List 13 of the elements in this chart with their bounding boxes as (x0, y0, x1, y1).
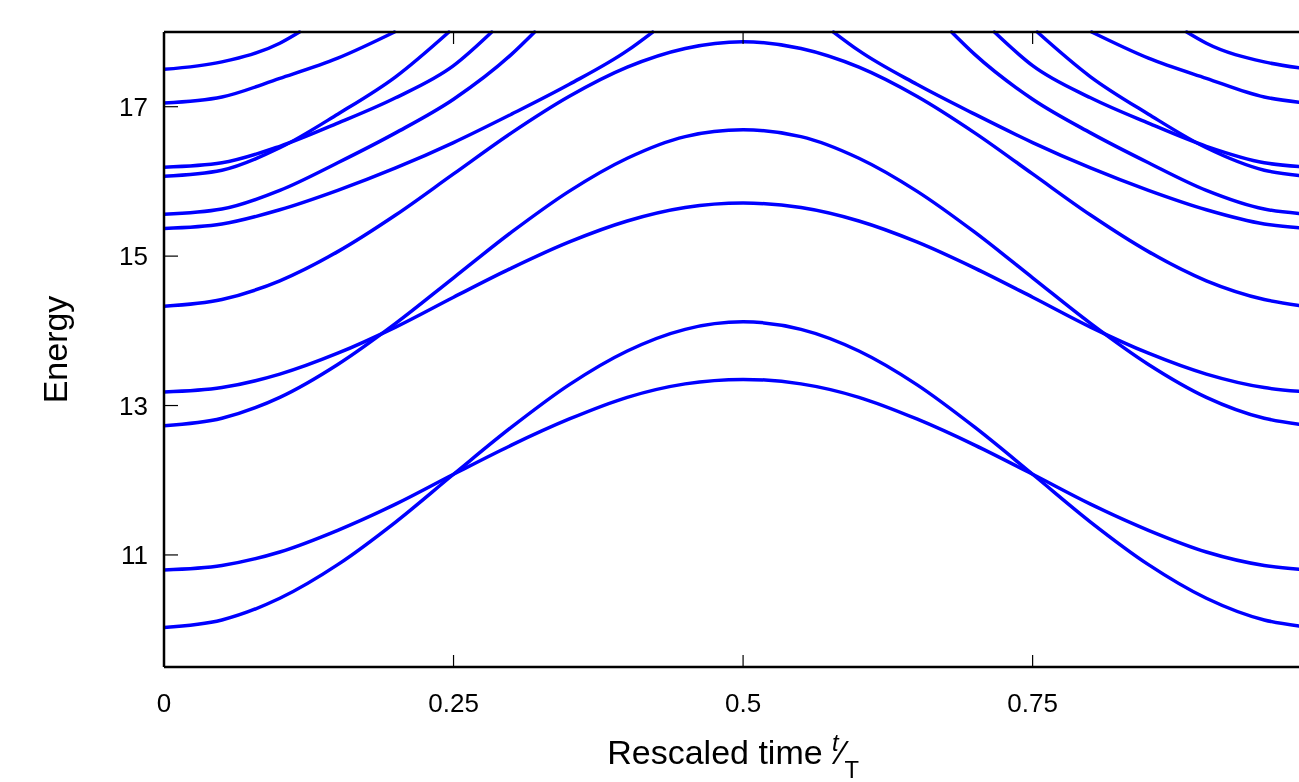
y-tick-label: 13 (119, 390, 148, 421)
y-tick-label: 17 (119, 91, 148, 122)
x-tick-label: 0.25 (428, 688, 479, 718)
y-tick-label: 11 (121, 540, 148, 571)
line-series (164, 39, 1299, 308)
y-tick-label: 15 (119, 241, 148, 272)
line-series (164, 128, 1299, 428)
y-axis-title: Energy (36, 295, 74, 404)
line-series (164, 320, 1299, 630)
x-axis-title: Rescaled time $^{t}$⁄$_{T}$ (607, 728, 859, 782)
x-tick-label: 0.5 (725, 688, 762, 718)
x-tick-label: 0.75 (1007, 688, 1058, 718)
x-tick-label: 0 (156, 688, 172, 718)
